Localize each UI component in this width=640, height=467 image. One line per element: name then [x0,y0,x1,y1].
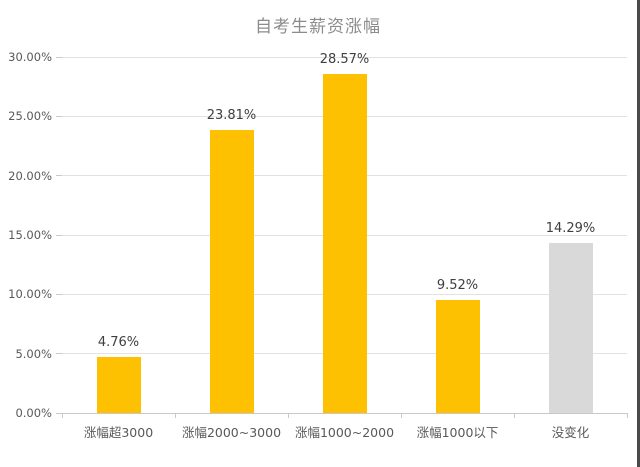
y-axis-tick-label: 0.00% [15,406,52,420]
bar-accent [435,300,480,413]
y-axis-tick-label: 20.00% [8,168,52,183]
y-axis-tick-mark [56,175,62,177]
x-axis-category-label: 涨幅1000以下 [416,425,499,440]
chart-title: 自考生薪资涨幅 [255,17,381,37]
plot-area: 4.76% 23.81% 28.57% 9.52% 14.29% [62,52,627,414]
x-axis-category-label: 涨幅1000~2000 [294,425,395,440]
x-axis-category-label: 涨幅超3000 [83,425,154,440]
y-axis-tick-mark [56,115,62,117]
y-axis-tick-mark [56,412,62,414]
y-axis-tick-mark [56,56,62,58]
bar-accent [96,356,141,413]
x-axis-labels: 涨幅超3000 涨幅2000~3000 涨幅1000~2000 涨幅1000以下 没变化 [62,422,627,441]
data-label: 4.76% [97,334,140,350]
bar-accent [209,130,254,413]
x-axis-tick-mark [400,413,402,418]
screenshot-right-edge [637,0,640,467]
y-axis-tick-mark [56,234,62,236]
data-label: 14.29% [545,221,596,237]
x-axis-category-label: 涨幅2000~3000 [181,425,282,440]
bar-column: 23.81% [175,57,288,413]
x-axis-tick-mark [513,413,515,418]
y-axis-tick-label: 10.00% [8,287,52,302]
bar-column: 9.52% [401,57,514,413]
y-axis-tick-label: 5.00% [15,346,52,361]
data-label: 9.52% [436,278,479,294]
data-label: 23.81% [206,108,257,124]
x-axis-tick-mark [61,413,63,418]
y-axis-tick-mark [56,353,62,355]
y-axis-tick-label: 30.00% [8,50,52,64]
bar-column: 28.57% [288,52,401,413]
bar-accent [322,73,367,413]
data-label: 28.57% [319,51,370,67]
bar-column: 14.29% [514,57,627,413]
x-axis-category-label: 没变化 [551,425,590,440]
gridline [62,56,627,58]
y-axis-tick-label: 15.00% [8,228,52,242]
bars-layer: 4.76% 23.81% 28.57% 9.52% 14.29% [62,52,627,413]
x-axis-tick-mark [287,413,289,418]
bar-muted [548,243,593,413]
y-axis-tick-mark [56,293,62,295]
y-axis-tick-label: 25.00% [8,109,52,124]
x-axis-tick-mark [174,413,176,418]
x-axis-tick-mark [626,413,628,418]
bar-column: 4.76% [62,57,175,413]
